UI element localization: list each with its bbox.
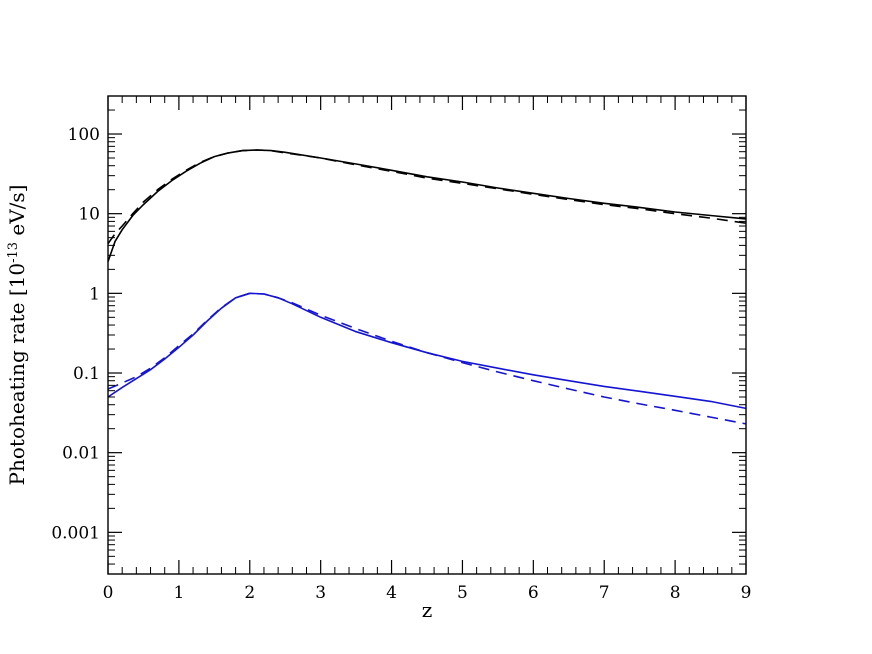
y-axis-label: Photoheating rate [10-13 eV/s]: [5, 185, 29, 486]
y-axis-label-main: Photoheating rate [10: [5, 263, 29, 486]
tick-labels: 0 1 2 3 4 5 6 7 8 9 0.001 0.01 0.1 1 10 100: [51, 125, 751, 603]
series-line-1: [107, 149, 747, 262]
y-axis-label-unit: eV/s]: [5, 185, 29, 242]
x-tick-label: 7: [599, 583, 610, 603]
plot-lines: [107, 149, 747, 425]
y-tick-label: 1: [89, 284, 100, 304]
x-tick-label: 9: [741, 583, 752, 603]
y-tick-label: 10: [78, 205, 100, 225]
y-axis-label-exponent: -13: [6, 242, 21, 263]
plot-frame: [107, 95, 747, 575]
x-tick-label: 5: [457, 583, 468, 603]
y-tick-label: 0.01: [62, 444, 100, 464]
series-line-4: [107, 292, 747, 425]
series-line-2: [107, 149, 747, 245]
y-tick-label: 100: [68, 125, 100, 145]
x-tick-label: 4: [386, 583, 397, 603]
x-tick-label: 6: [528, 583, 539, 603]
x-tick-label: 8: [670, 583, 681, 603]
x-tick-label: 3: [315, 583, 326, 603]
x-tick-label: 2: [244, 583, 255, 603]
x-axis-label: z: [422, 598, 433, 622]
y-tick-label: 0.001: [51, 523, 100, 543]
axis-ticks: [107, 95, 747, 575]
x-tick-label: 0: [103, 583, 114, 603]
series-line-3: [107, 292, 747, 410]
x-tick-label: 1: [173, 583, 184, 603]
y-tick-label: 0.1: [73, 364, 100, 384]
